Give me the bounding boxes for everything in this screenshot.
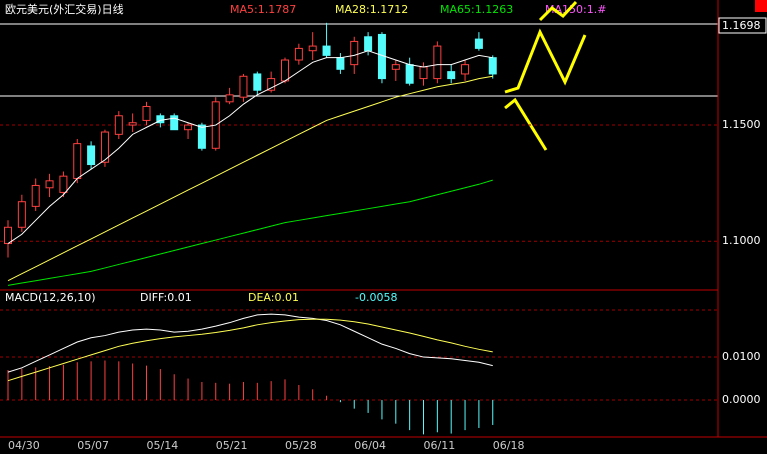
candle-body bbox=[197, 124, 206, 149]
candle-body bbox=[100, 131, 109, 163]
ma-line bbox=[7, 75, 493, 282]
candle-body bbox=[156, 115, 165, 124]
hand-drawing bbox=[504, 28, 587, 94]
candle-body bbox=[225, 94, 234, 103]
candle-body bbox=[267, 78, 276, 91]
candle-body bbox=[239, 75, 248, 98]
candle-body bbox=[114, 115, 123, 135]
chart-title: 欧元美元(外汇交易)日线 bbox=[5, 2, 124, 16]
candle-body bbox=[253, 73, 262, 91]
y-tick-label: 1.1000 bbox=[722, 234, 761, 247]
x-tick-label: 04/30 bbox=[8, 439, 40, 452]
ma-line bbox=[7, 318, 493, 382]
candle-body bbox=[142, 105, 151, 121]
legend-entry: MA5:1.1787 bbox=[230, 3, 296, 16]
candle-body bbox=[17, 201, 26, 228]
candle-body bbox=[4, 226, 12, 245]
candle-body bbox=[322, 45, 331, 56]
y-tick-label: 1.1500 bbox=[722, 118, 761, 131]
x-tick-label: 05/14 bbox=[147, 439, 179, 452]
candle-body bbox=[405, 64, 414, 84]
hand-drawing bbox=[538, 0, 578, 22]
candle-body bbox=[447, 71, 456, 80]
x-tick-label: 06/18 bbox=[493, 439, 525, 452]
last-price-box bbox=[718, 17, 767, 34]
candle-body bbox=[184, 124, 193, 131]
candle-body bbox=[59, 175, 68, 193]
candle-body bbox=[433, 45, 442, 80]
candle-body bbox=[336, 57, 345, 70]
candle-body bbox=[461, 64, 470, 75]
ma-line bbox=[7, 50, 493, 244]
x-tick-label: 06/04 bbox=[354, 439, 386, 452]
x-tick-label: 06/11 bbox=[424, 439, 456, 452]
candle-body bbox=[364, 36, 373, 52]
candle-body bbox=[281, 59, 289, 82]
candle-body bbox=[391, 64, 400, 70]
macd-title: MACD(12,26,10) bbox=[5, 291, 96, 304]
legend-entry: MA28:1.1712 bbox=[335, 3, 408, 16]
y-tick-label: 0.0000 bbox=[722, 393, 761, 406]
legend-entry: MA65:1.1263 bbox=[440, 3, 513, 16]
last-price: 1.1698 bbox=[722, 19, 761, 32]
y-tick-label: 0.0100 bbox=[722, 350, 761, 363]
candle-body bbox=[170, 115, 179, 131]
candle-body bbox=[45, 180, 54, 189]
candle-body bbox=[128, 122, 137, 126]
legend-entry: DIFF:0.01 bbox=[140, 291, 192, 304]
candle-body bbox=[350, 40, 359, 66]
candle-body bbox=[31, 184, 40, 207]
legend-entry: DEA:0.01 bbox=[248, 291, 299, 304]
ma-line bbox=[7, 179, 493, 286]
corner-box bbox=[755, 0, 767, 12]
candle-body bbox=[474, 38, 483, 49]
candle-body bbox=[87, 145, 96, 166]
candle-body bbox=[294, 47, 303, 61]
candle-body bbox=[308, 45, 317, 52]
ma-line bbox=[7, 313, 493, 373]
x-tick-label: 05/28 bbox=[285, 439, 317, 452]
candle-body bbox=[419, 66, 428, 80]
x-tick-label: 05/07 bbox=[77, 439, 109, 452]
candle-body bbox=[488, 57, 497, 75]
x-tick-label: 05/21 bbox=[216, 439, 248, 452]
macd-current: -0.0058 bbox=[355, 291, 397, 304]
hand-drawing bbox=[504, 97, 548, 151]
candle-body bbox=[73, 143, 82, 179]
